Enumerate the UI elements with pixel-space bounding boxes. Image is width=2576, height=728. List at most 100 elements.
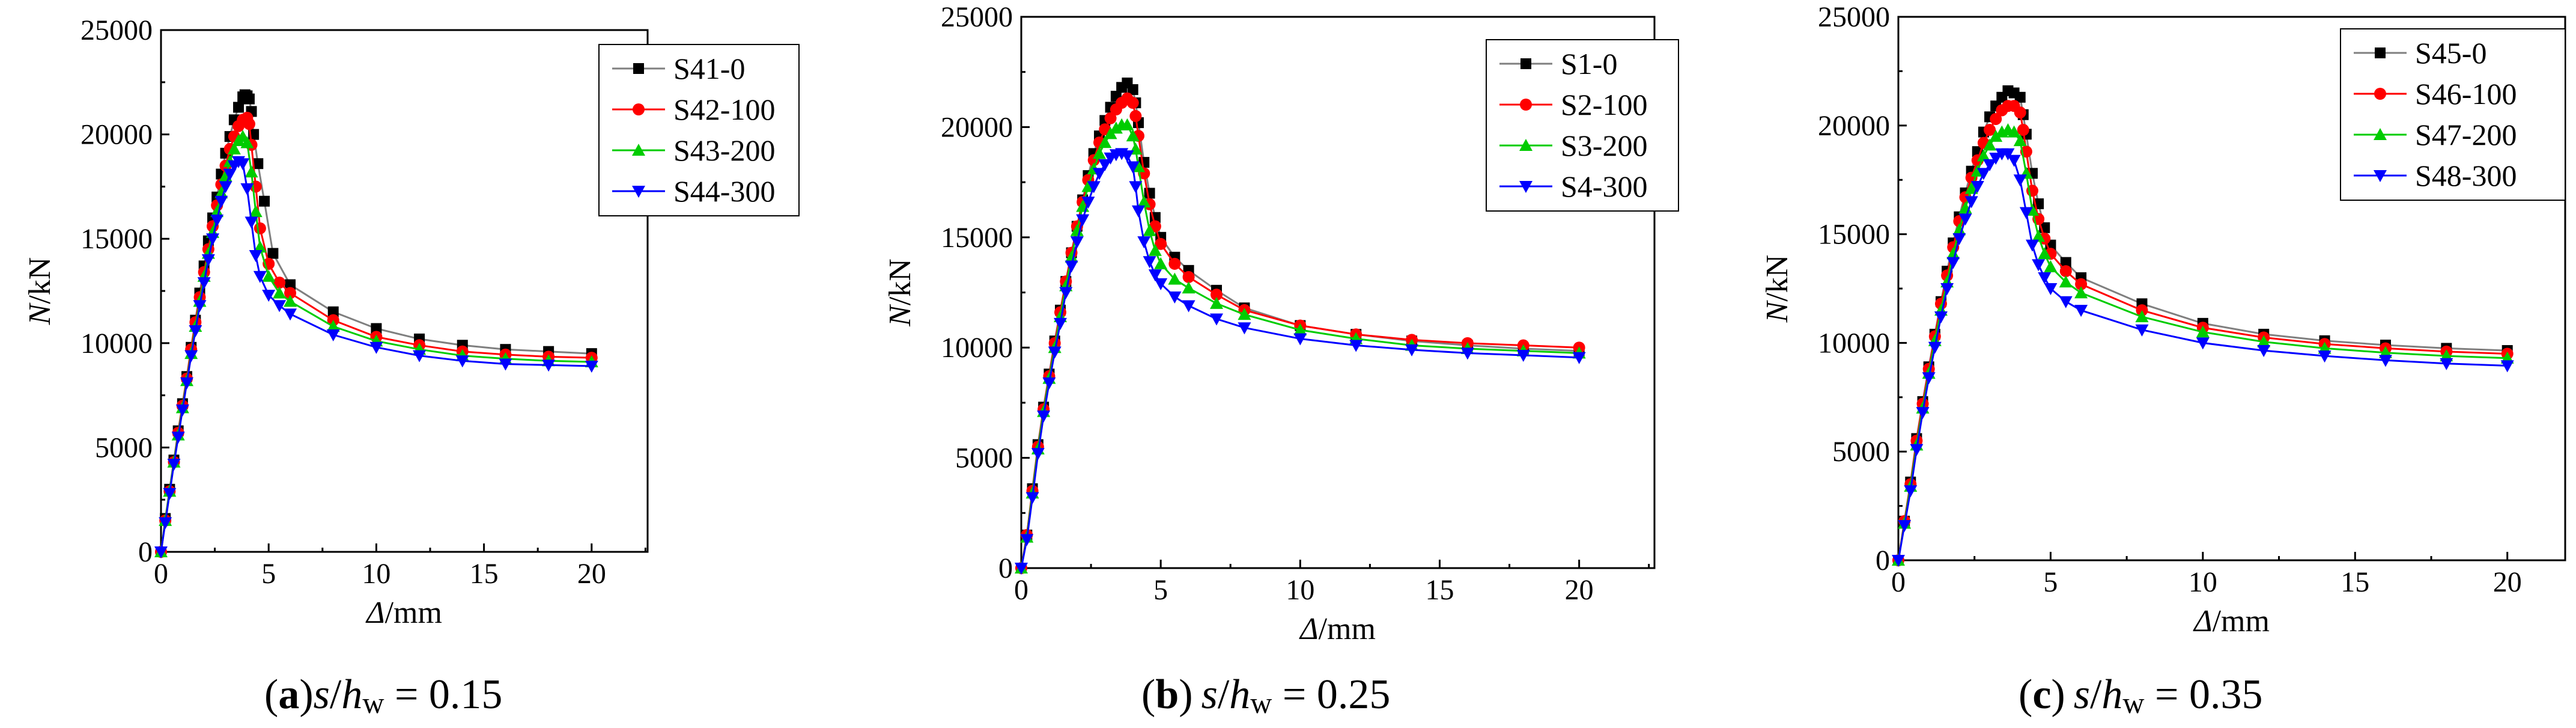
data-point xyxy=(327,306,339,317)
data-point xyxy=(499,358,512,371)
data-point xyxy=(1211,289,1223,301)
data-point xyxy=(163,488,177,500)
data-point xyxy=(227,142,241,154)
data-point xyxy=(1892,555,1905,567)
series-line xyxy=(1020,152,1579,569)
data-point xyxy=(1126,129,1140,142)
data-point xyxy=(1059,287,1073,299)
caption-var-h: h xyxy=(2101,671,2122,718)
data-point xyxy=(233,102,245,113)
legend-marker xyxy=(1519,139,1533,151)
data-point xyxy=(2014,91,2026,103)
y-tick-label: 5000 xyxy=(1832,436,1890,468)
data-point xyxy=(2038,247,2052,260)
data-point xyxy=(252,158,264,170)
x-tick-label: 20 xyxy=(1565,574,1594,606)
legend-marker xyxy=(632,186,645,198)
data-point xyxy=(2074,286,2088,299)
data-point xyxy=(1120,118,1134,130)
data-point xyxy=(1168,257,1181,270)
data-point xyxy=(273,286,287,299)
data-point xyxy=(1143,256,1156,269)
data-point xyxy=(1970,181,1984,194)
y-axis-symbol: N xyxy=(883,304,917,327)
x-tick-label: 20 xyxy=(577,558,606,590)
x-tick-label: 5 xyxy=(2043,566,2058,598)
y-tick-label: 20000 xyxy=(1818,110,1890,142)
x-axis-label: Δ/mm xyxy=(1299,612,1376,646)
data-point xyxy=(1210,296,1224,309)
data-point xyxy=(2017,124,2029,136)
data-point xyxy=(253,240,267,253)
x-axis-label: Δ/mm xyxy=(365,596,442,630)
data-point xyxy=(1460,347,1474,360)
data-point xyxy=(253,271,267,283)
data-point xyxy=(273,300,287,313)
data-point xyxy=(1946,247,1960,260)
data-point xyxy=(1070,224,1084,236)
y-axis-symbol: N xyxy=(1760,299,1794,323)
data-point xyxy=(1983,159,1997,171)
caption-open: ( xyxy=(1141,671,1155,718)
x-tick-label: 10 xyxy=(2189,566,2217,598)
legend-marker xyxy=(633,63,644,74)
data-point xyxy=(2378,355,2392,367)
data-point xyxy=(2014,106,2026,119)
caption-var-s: s xyxy=(1201,671,1218,718)
legend: S45-0 S46-100 S47-200 S48-300 xyxy=(2340,28,2566,201)
data-point xyxy=(197,277,211,290)
data-point xyxy=(189,325,202,337)
data-point xyxy=(1989,153,2003,165)
data-point xyxy=(193,300,207,313)
data-point xyxy=(219,181,232,194)
data-point xyxy=(2059,275,2073,288)
panel-caption: (c) s/hw = 0.35 xyxy=(2019,671,2263,720)
data-point xyxy=(2038,272,2052,284)
data-point xyxy=(371,323,382,334)
caption-equals: = xyxy=(384,671,428,718)
data-point xyxy=(2075,278,2088,290)
x-tick-label: 0 xyxy=(1891,566,1906,598)
caption-value: 0.35 xyxy=(2189,671,2263,718)
data-point xyxy=(2257,345,2271,358)
data-point xyxy=(1098,159,1112,171)
data-point xyxy=(1946,257,1960,269)
y-tick-label: 15000 xyxy=(80,223,153,255)
caption-open: ( xyxy=(2019,671,2032,718)
data-point xyxy=(159,517,172,530)
data-point xyxy=(2059,265,2072,278)
y-tick-label: 20000 xyxy=(941,111,1013,143)
data-point xyxy=(284,295,297,307)
caption-slash: / xyxy=(1218,671,1230,718)
data-point xyxy=(1976,168,1990,180)
data-point xyxy=(1952,233,1966,245)
caption-label: a xyxy=(278,671,299,718)
x-axis-symbol: Δ xyxy=(1299,612,1319,646)
caption-slash: / xyxy=(330,671,342,718)
data-point xyxy=(1129,110,1142,123)
y-tick-label: 15000 xyxy=(941,222,1013,254)
data-point xyxy=(2032,230,2046,242)
x-axis-symbol: Δ xyxy=(365,596,385,630)
data-point xyxy=(2007,154,2021,167)
data-point xyxy=(1126,161,1140,174)
data-point xyxy=(2196,325,2210,338)
y-tick-label: 10000 xyxy=(941,332,1013,364)
data-point xyxy=(1129,181,1143,194)
caption-var-h: h xyxy=(1229,671,1250,718)
panel-caption: (a)s/hw = 0.15 xyxy=(264,671,502,720)
y-tick-label: 25000 xyxy=(1818,1,1890,33)
data-point xyxy=(262,289,276,302)
caption-value: 0.15 xyxy=(429,671,503,718)
data-point xyxy=(167,459,181,471)
panel-caption: (b) s/hw = 0.25 xyxy=(1141,671,1390,720)
caption-close: ) xyxy=(2051,671,2065,718)
y-tick-label: 15000 xyxy=(1818,219,1890,251)
data-point xyxy=(1238,308,1251,320)
data-point xyxy=(1940,283,1954,295)
data-point xyxy=(223,168,237,181)
series-S41-0 xyxy=(156,89,597,557)
data-point xyxy=(1928,341,1942,354)
data-point xyxy=(2001,148,2015,161)
x-tick-label: 5 xyxy=(1153,574,1168,606)
